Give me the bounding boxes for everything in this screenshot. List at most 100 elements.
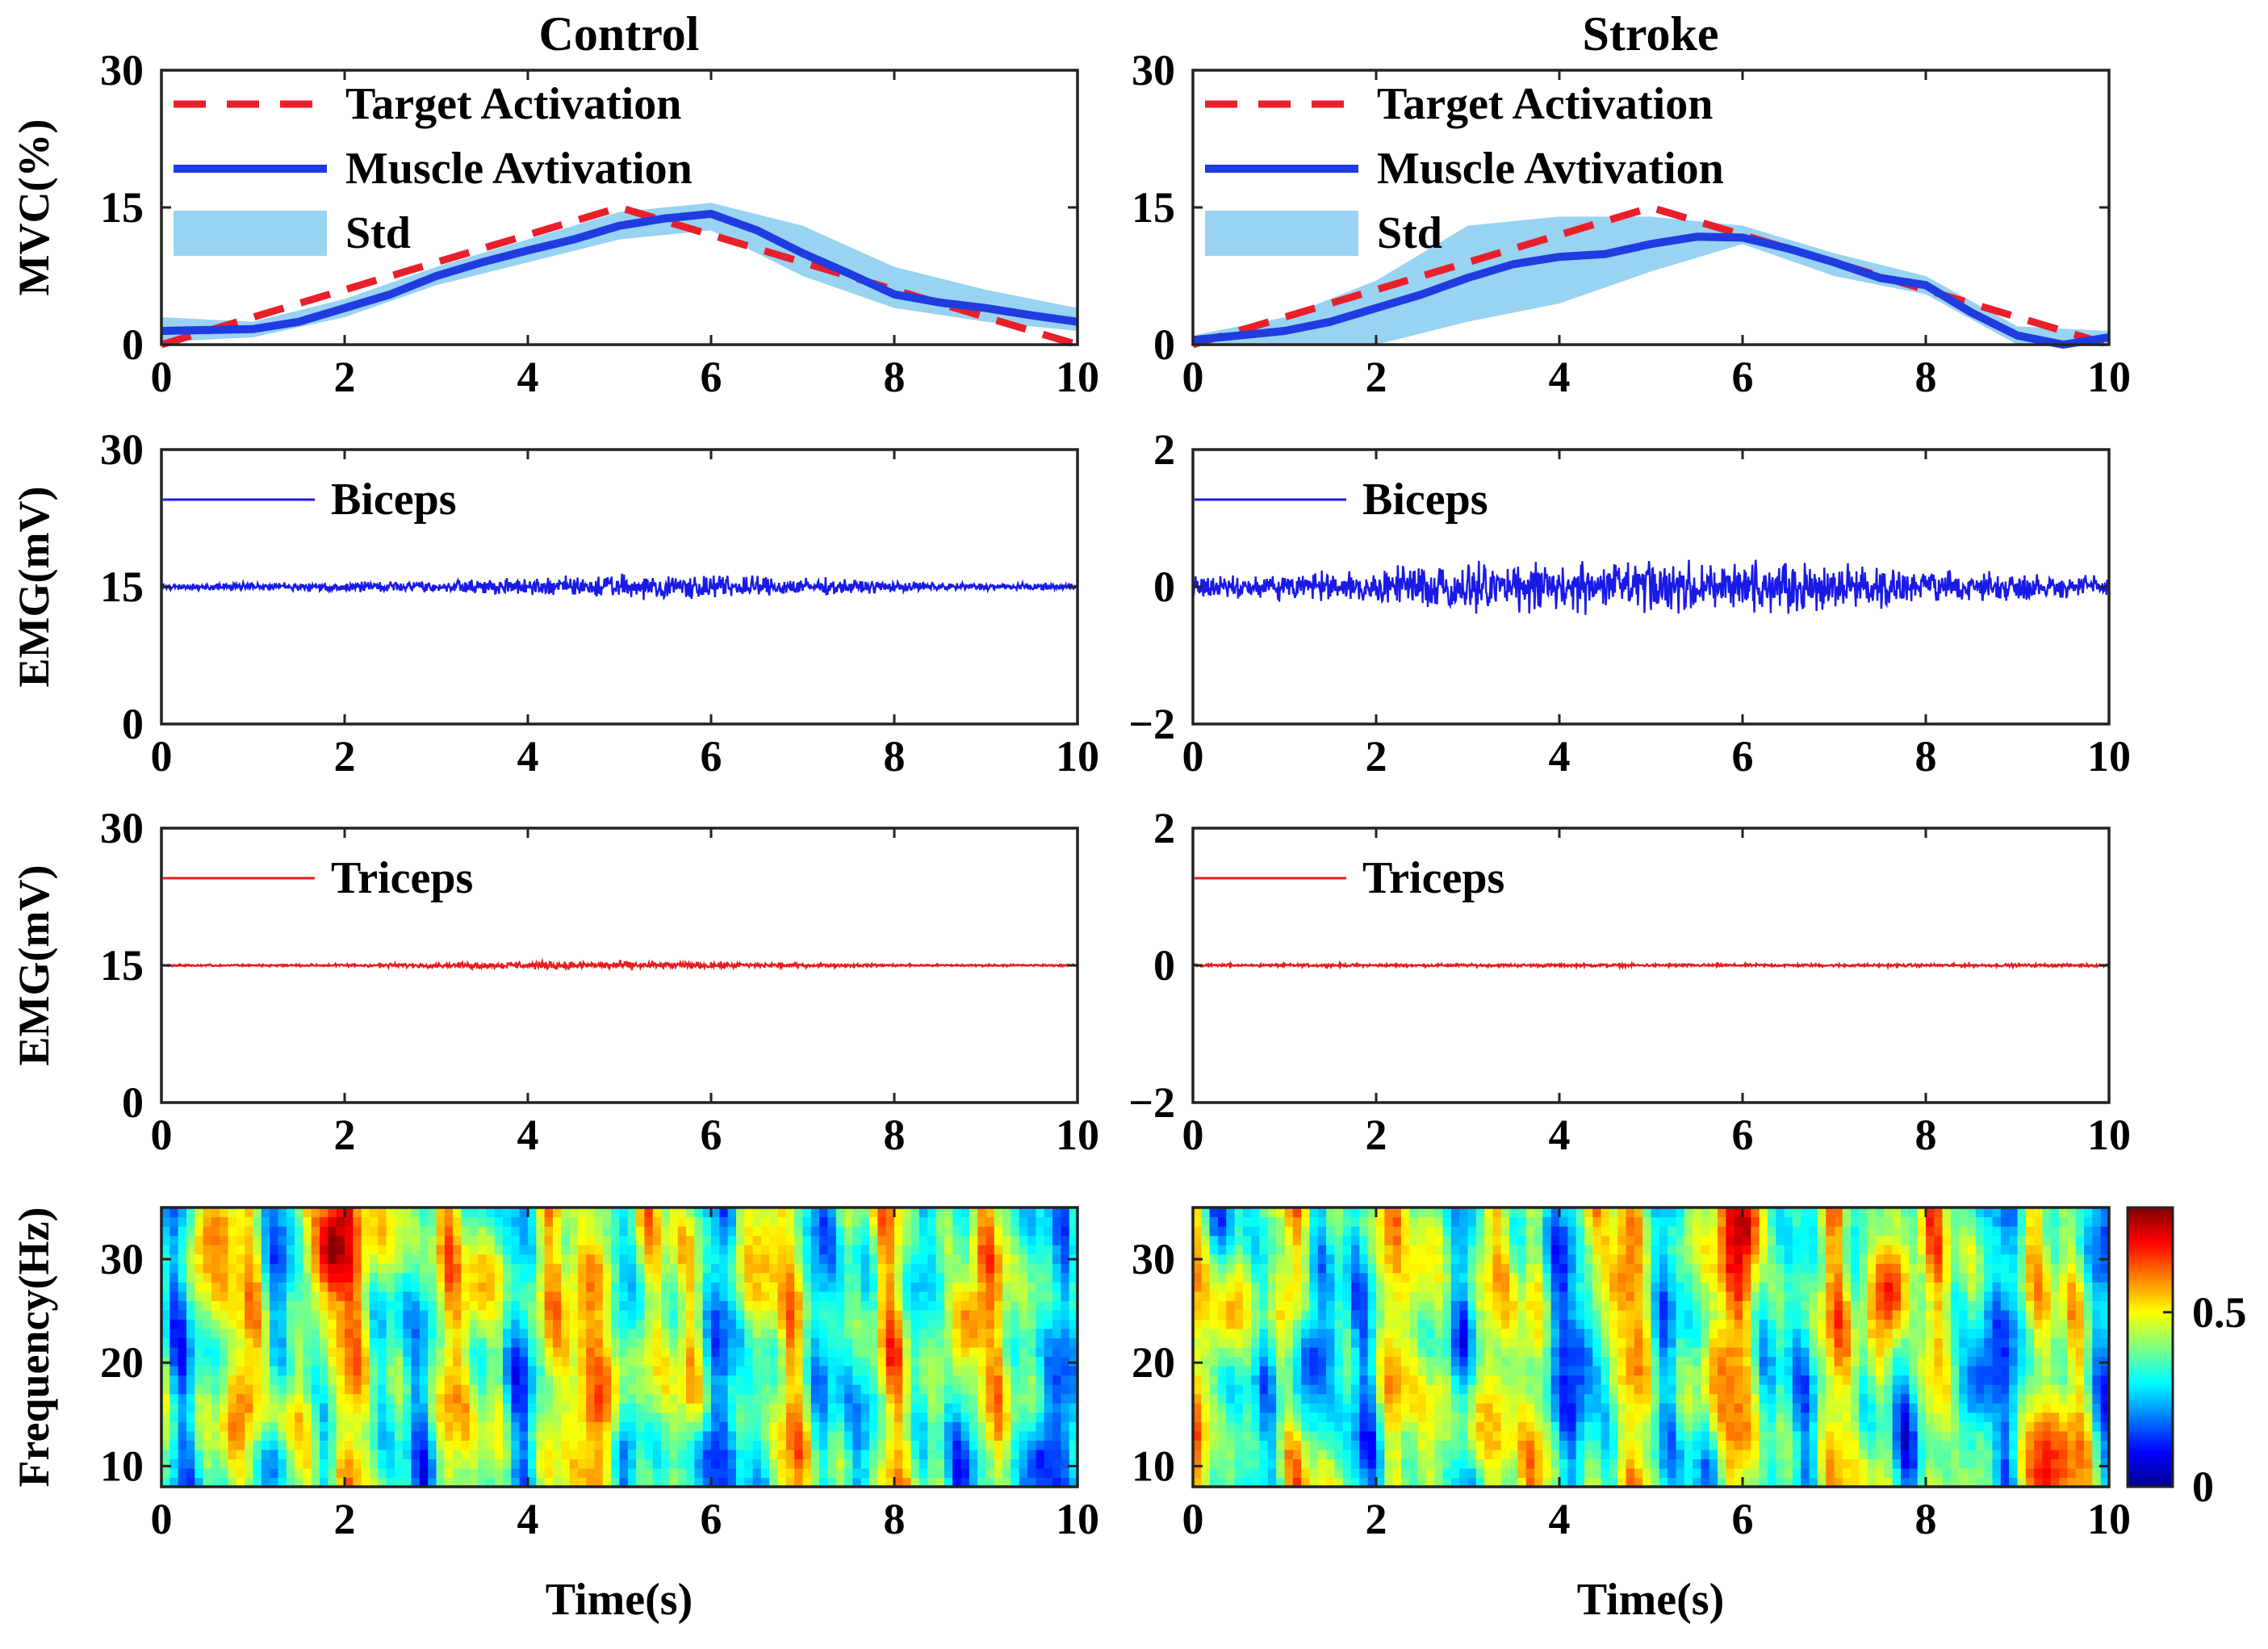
heatmap-cell <box>835 1272 845 1283</box>
heatmap-cell <box>810 1272 820 1283</box>
heatmap-cell <box>1259 1272 1269 1283</box>
heatmap-cell <box>719 1459 729 1469</box>
heatmap-cell <box>602 1235 612 1245</box>
heatmap-cell <box>711 1430 720 1441</box>
heatmap-cell <box>1575 1403 1585 1413</box>
heatmap-cell <box>428 1226 437 1237</box>
control-coherence-axes-frame <box>160 1206 1079 1488</box>
heatmap-cell <box>270 1375 279 1385</box>
heatmap-cell <box>378 1347 387 1358</box>
heatmap-cell <box>1417 1467 1427 1479</box>
heatmap-cell <box>1019 1272 1028 1283</box>
heatmap-cell <box>1367 1253 1377 1264</box>
heatmap-cell <box>819 1226 829 1237</box>
heatmap-cell <box>1069 1356 1078 1366</box>
heatmap-cell <box>894 1291 903 1301</box>
heatmap-cell <box>369 1393 379 1404</box>
heatmap-cell <box>1367 1449 1377 1459</box>
heatmap-cell <box>236 1337 245 1348</box>
heatmap-cell <box>1242 1216 1252 1227</box>
heatmap-cell <box>1392 1319 1402 1329</box>
heatmap-cell <box>944 1384 953 1395</box>
heatmap-cell <box>819 1263 829 1274</box>
heatmap-cell <box>169 1282 179 1292</box>
heatmap-cell <box>503 1347 512 1358</box>
heatmap-cell <box>394 1459 404 1469</box>
heatmap-cell <box>1027 1300 1037 1311</box>
heatmap-cell <box>1534 1216 1543 1227</box>
heatmap-cell <box>794 1477 804 1487</box>
heatmap-cell <box>1036 1291 1045 1301</box>
heatmap-cell <box>944 1356 953 1366</box>
heatmap-cell <box>1442 1328 1452 1339</box>
heatmap-cell <box>1251 1430 1261 1441</box>
heatmap-cell <box>478 1477 487 1487</box>
heatmap-cell <box>211 1477 220 1487</box>
heatmap-cell <box>1217 1393 1227 1404</box>
heatmap-cell <box>619 1226 629 1237</box>
heatmap-cell <box>469 1412 479 1422</box>
heatmap-cell <box>1342 1403 1352 1413</box>
heatmap-cell <box>1351 1291 1360 1301</box>
heatmap-cell <box>253 1375 262 1385</box>
heatmap-cell <box>1425 1384 1435 1395</box>
heatmap-cell <box>927 1328 937 1339</box>
heatmap-cell <box>1509 1347 1519 1358</box>
heatmap-cell <box>270 1403 279 1413</box>
heatmap-cell <box>378 1253 387 1264</box>
heatmap-cell <box>278 1477 287 1487</box>
heatmap-cell <box>885 1347 895 1358</box>
heatmap-cell <box>228 1449 237 1459</box>
heatmap-cell <box>594 1412 604 1422</box>
heatmap-cell <box>935 1245 945 1255</box>
heatmap-cell <box>602 1421 612 1432</box>
x-tick-label: 8 <box>884 732 906 781</box>
heatmap-cell <box>877 1412 887 1422</box>
heatmap-cell <box>561 1216 571 1227</box>
heatmap-cell <box>744 1319 754 1329</box>
heatmap-cell <box>1542 1403 1552 1413</box>
heatmap-cell <box>1193 1440 1202 1450</box>
heatmap-cell <box>885 1337 895 1348</box>
heatmap-cell <box>1342 1384 1352 1395</box>
heatmap-cell <box>552 1226 562 1237</box>
heatmap-cell <box>810 1430 820 1441</box>
heatmap-cell <box>544 1282 554 1292</box>
heatmap-cell <box>1384 1282 1394 1292</box>
heatmap-cell <box>935 1440 945 1450</box>
heatmap-cell <box>1575 1477 1585 1487</box>
heatmap-cell <box>1052 1430 1061 1441</box>
heatmap-cell <box>652 1449 662 1459</box>
heatmap-cell <box>1309 1356 1319 1366</box>
heatmap-cell <box>220 1347 229 1358</box>
heatmap-cell <box>378 1384 387 1395</box>
heatmap-cell <box>295 1366 304 1376</box>
heatmap-cell <box>952 1393 962 1404</box>
heatmap-cell <box>1509 1384 1519 1395</box>
heatmap-cell <box>1334 1300 1344 1311</box>
heatmap-cell <box>927 1216 937 1227</box>
heatmap-cell <box>528 1309 537 1320</box>
heatmap-cell <box>369 1459 379 1469</box>
heatmap-cell <box>528 1328 537 1339</box>
heatmap-cell <box>794 1384 804 1395</box>
heatmap-cell <box>353 1421 362 1432</box>
heatmap-cell <box>935 1459 945 1469</box>
heatmap-cell <box>852 1375 862 1385</box>
heatmap-cell <box>478 1235 487 1245</box>
heatmap-cell <box>1342 1467 1352 1479</box>
heatmap-cell <box>719 1263 729 1274</box>
heatmap-cell <box>1542 1375 1552 1385</box>
heatmap-cell <box>994 1384 1003 1395</box>
heatmap-cell <box>1342 1309 1352 1320</box>
heatmap-cell <box>361 1375 370 1385</box>
heatmap-cell <box>1567 1207 1577 1218</box>
heatmap-cell <box>794 1440 804 1450</box>
heatmap-cell <box>386 1356 395 1366</box>
heatmap-cell <box>885 1421 895 1432</box>
heatmap-cell <box>902 1384 912 1395</box>
heatmap-cell <box>320 1440 328 1450</box>
heatmap-cell <box>977 1226 987 1237</box>
heatmap-cell <box>544 1328 554 1339</box>
